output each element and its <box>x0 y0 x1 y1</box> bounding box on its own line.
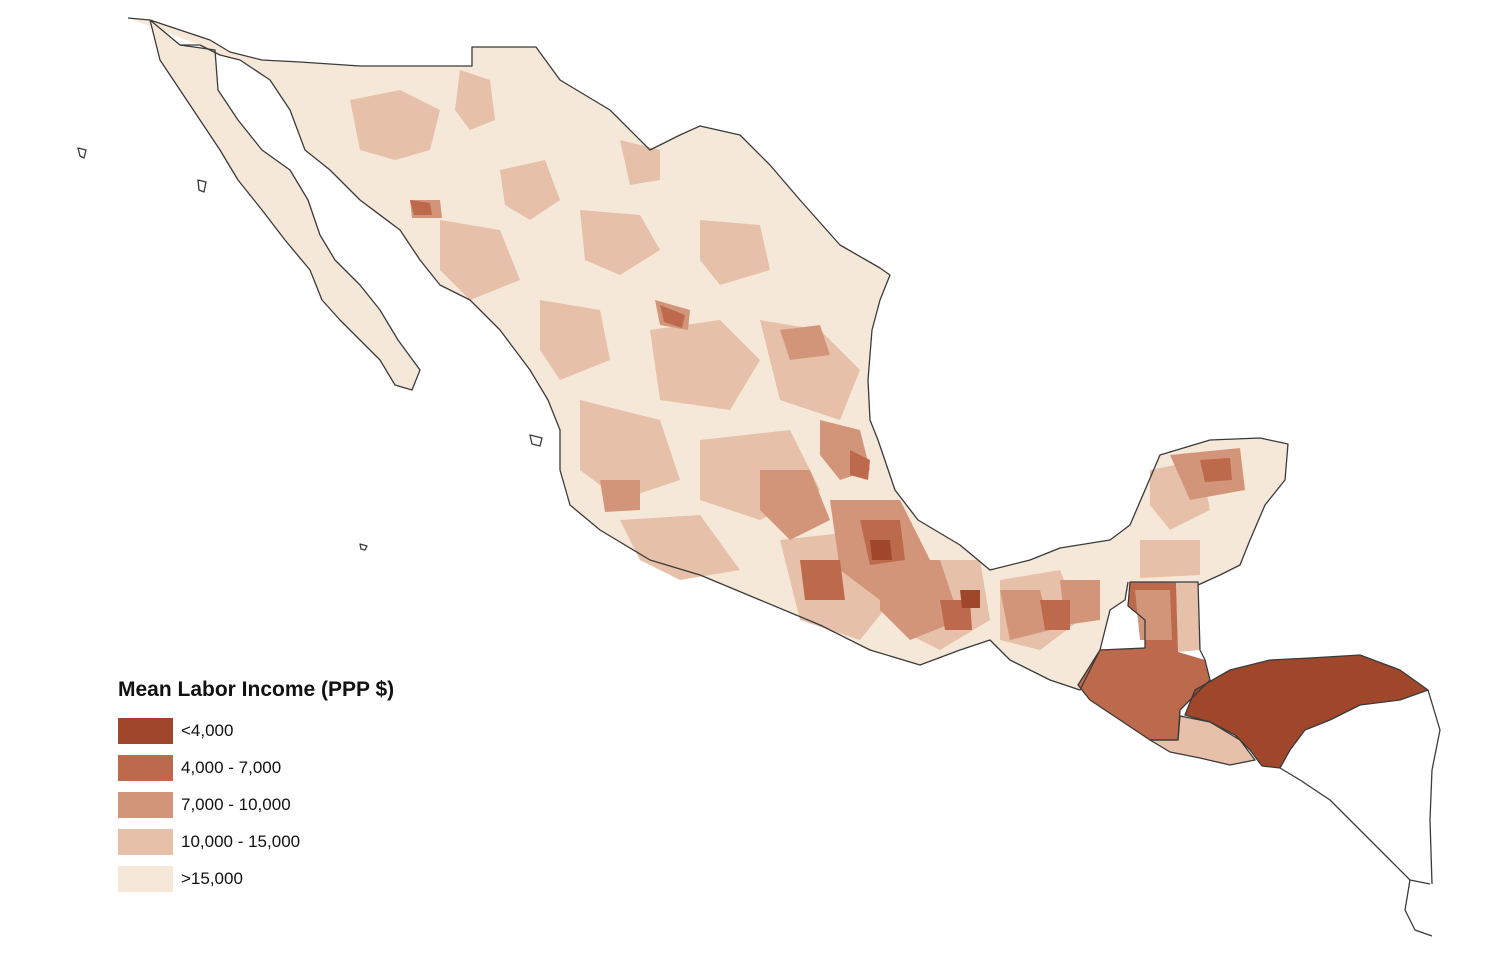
legend-item: <4,000 <box>118 712 448 749</box>
guatemala-region <box>1078 582 1210 740</box>
legend-label: 10,000 - 15,000 <box>181 831 301 851</box>
honduras-region <box>1185 655 1428 768</box>
legend-label: 7,000 - 10,000 <box>181 794 291 814</box>
legend-label: >15,000 <box>181 868 243 888</box>
legend-label: <4,000 <box>181 720 234 740</box>
legend-swatch <box>118 717 173 744</box>
belize-region <box>1176 582 1200 652</box>
map-legend: Mean Labor Income (PPP $) <4,000 4,000 - … <box>118 678 448 897</box>
mexico-income-patches <box>350 70 1245 650</box>
legend-title: Mean Labor Income (PPP $) <box>118 678 395 701</box>
legend-item: 10,000 - 15,000 <box>118 823 448 860</box>
legend-swatch <box>118 865 173 892</box>
legend-swatch <box>118 754 173 781</box>
legend-swatch <box>118 791 173 818</box>
legend-item: 4,000 - 7,000 <box>118 749 448 786</box>
legend-swatch <box>118 828 173 855</box>
nicaragua-outline <box>1279 689 1441 937</box>
guatemala-light-patch <box>1135 590 1172 640</box>
country-borders <box>77 17 1441 937</box>
legend-item: 7,000 - 10,000 <box>118 786 448 823</box>
legend-items: <4,000 4,000 - 7,000 7,000 - 10,000 10,000 … <box>118 712 448 897</box>
baja-california-region <box>150 20 420 390</box>
legend-item: >15,000 <box>118 860 448 897</box>
legend-label: 4,000 - 7,000 <box>181 757 282 777</box>
